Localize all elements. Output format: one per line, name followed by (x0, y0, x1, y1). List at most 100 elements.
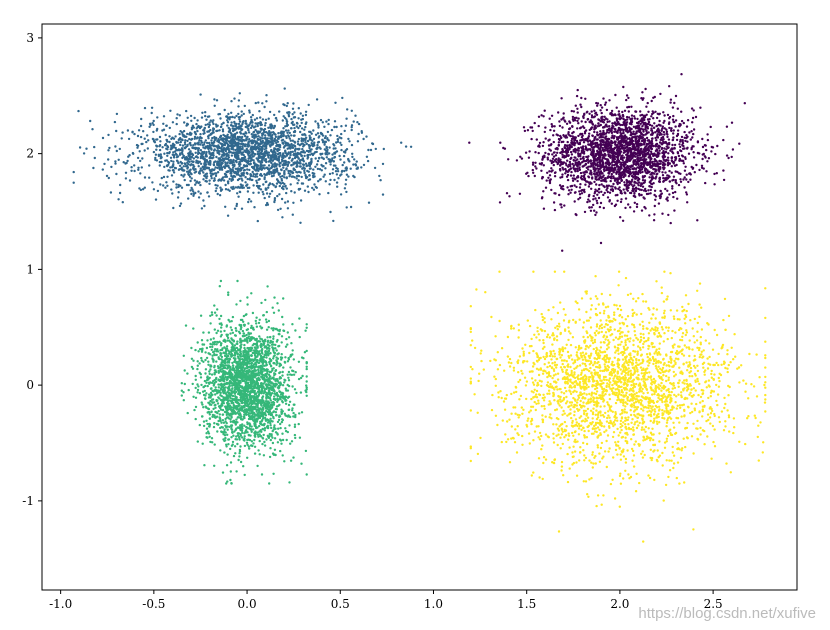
scatter-point (182, 135, 185, 138)
scatter-point (267, 184, 270, 187)
scatter-point (278, 110, 281, 113)
scatter-point (555, 158, 558, 161)
scatter-point (169, 156, 173, 159)
scatter-point (666, 174, 669, 177)
scatter-point (300, 142, 304, 145)
scatter-point (139, 135, 143, 139)
scatter-point (357, 122, 361, 126)
scatter-point (625, 115, 629, 119)
scatter-point (340, 132, 343, 136)
scatter-point (195, 137, 198, 140)
scatter-point (617, 110, 621, 113)
scatter-point (576, 88, 579, 92)
scatter-point (85, 147, 88, 150)
scatter-point (188, 175, 192, 178)
scatter-point (639, 122, 642, 126)
scatter-point (247, 163, 251, 166)
scatter-point (283, 87, 286, 90)
scatter-point (572, 130, 575, 134)
scatter-point (666, 156, 670, 159)
scatter-point (277, 155, 281, 159)
scatter-point (226, 121, 230, 124)
scatter-point (615, 106, 618, 109)
scatter-point (649, 146, 652, 150)
scatter-point (89, 119, 92, 123)
scatter-point (215, 125, 218, 128)
scatter-point (673, 146, 676, 150)
scatter-point (689, 138, 692, 141)
scatter-point (303, 128, 306, 131)
scatter-point (213, 104, 216, 108)
scatter-point (583, 126, 586, 130)
scatter-point (703, 155, 707, 158)
scatter-point (565, 149, 568, 152)
scatter-point (231, 115, 234, 119)
scatter-point (599, 130, 602, 133)
scatter-point (168, 169, 171, 172)
scatter-point (669, 129, 673, 132)
scatter-point (278, 161, 281, 164)
scatter-point (186, 116, 189, 120)
scatter-point (197, 190, 200, 193)
scatter-point (140, 117, 143, 121)
scatter-point (154, 198, 158, 201)
scatter-point (318, 193, 321, 196)
scatter-point (218, 129, 221, 132)
scatter-point (631, 132, 635, 136)
scatter-point (276, 208, 280, 212)
scatter-point (382, 147, 385, 151)
scatter-point (619, 177, 623, 180)
scatter-point (652, 176, 655, 180)
scatter-point (316, 167, 320, 171)
scatter-point (589, 172, 592, 175)
scatter-point (570, 139, 573, 142)
scatter-point (648, 123, 652, 127)
scatter-point (606, 190, 609, 194)
scatter-point (170, 174, 174, 177)
scatter-point (126, 129, 130, 132)
scatter-point (313, 175, 316, 178)
scatter-point (609, 141, 612, 144)
scatter-point (662, 149, 665, 153)
scatter-point (573, 177, 576, 180)
scatter-point (577, 147, 581, 150)
scatter-point (192, 157, 196, 160)
scatter-point (206, 166, 210, 170)
scatter-point (236, 157, 239, 161)
scatter-point (238, 115, 242, 119)
scatter-point (701, 145, 705, 149)
scatter-point (333, 144, 336, 147)
scatter-point (607, 145, 610, 148)
scatter-point (279, 152, 282, 155)
scatter-point (598, 154, 601, 157)
scatter-point (328, 146, 331, 149)
scatter-point (171, 121, 175, 124)
scatter-point (619, 129, 622, 132)
scatter-point (574, 163, 577, 166)
scatter-point (617, 123, 621, 126)
scatter-point (656, 145, 659, 148)
scatter-point (610, 172, 613, 176)
scatter-point (317, 140, 321, 144)
scatter-point (171, 166, 174, 169)
scatter-point (638, 135, 641, 139)
scatter-point (627, 175, 631, 178)
scatter-point (598, 205, 602, 209)
scatter-point (345, 206, 348, 209)
scatter-point (236, 186, 239, 189)
scatter-point (593, 156, 596, 159)
scatter-point (220, 150, 223, 153)
scatter-point (663, 119, 666, 123)
scatter-point (223, 108, 226, 112)
scatter-point (284, 160, 288, 164)
scatter-point (351, 152, 354, 155)
scatter-point (136, 156, 140, 160)
scatter-point (710, 145, 713, 149)
scatter-point (648, 144, 652, 147)
scatter-point (671, 147, 674, 151)
scatter-point (127, 137, 131, 141)
scatter-point (649, 160, 652, 163)
scatter-point (613, 164, 616, 167)
scatter-point (155, 144, 158, 147)
scatter-point (237, 99, 241, 102)
